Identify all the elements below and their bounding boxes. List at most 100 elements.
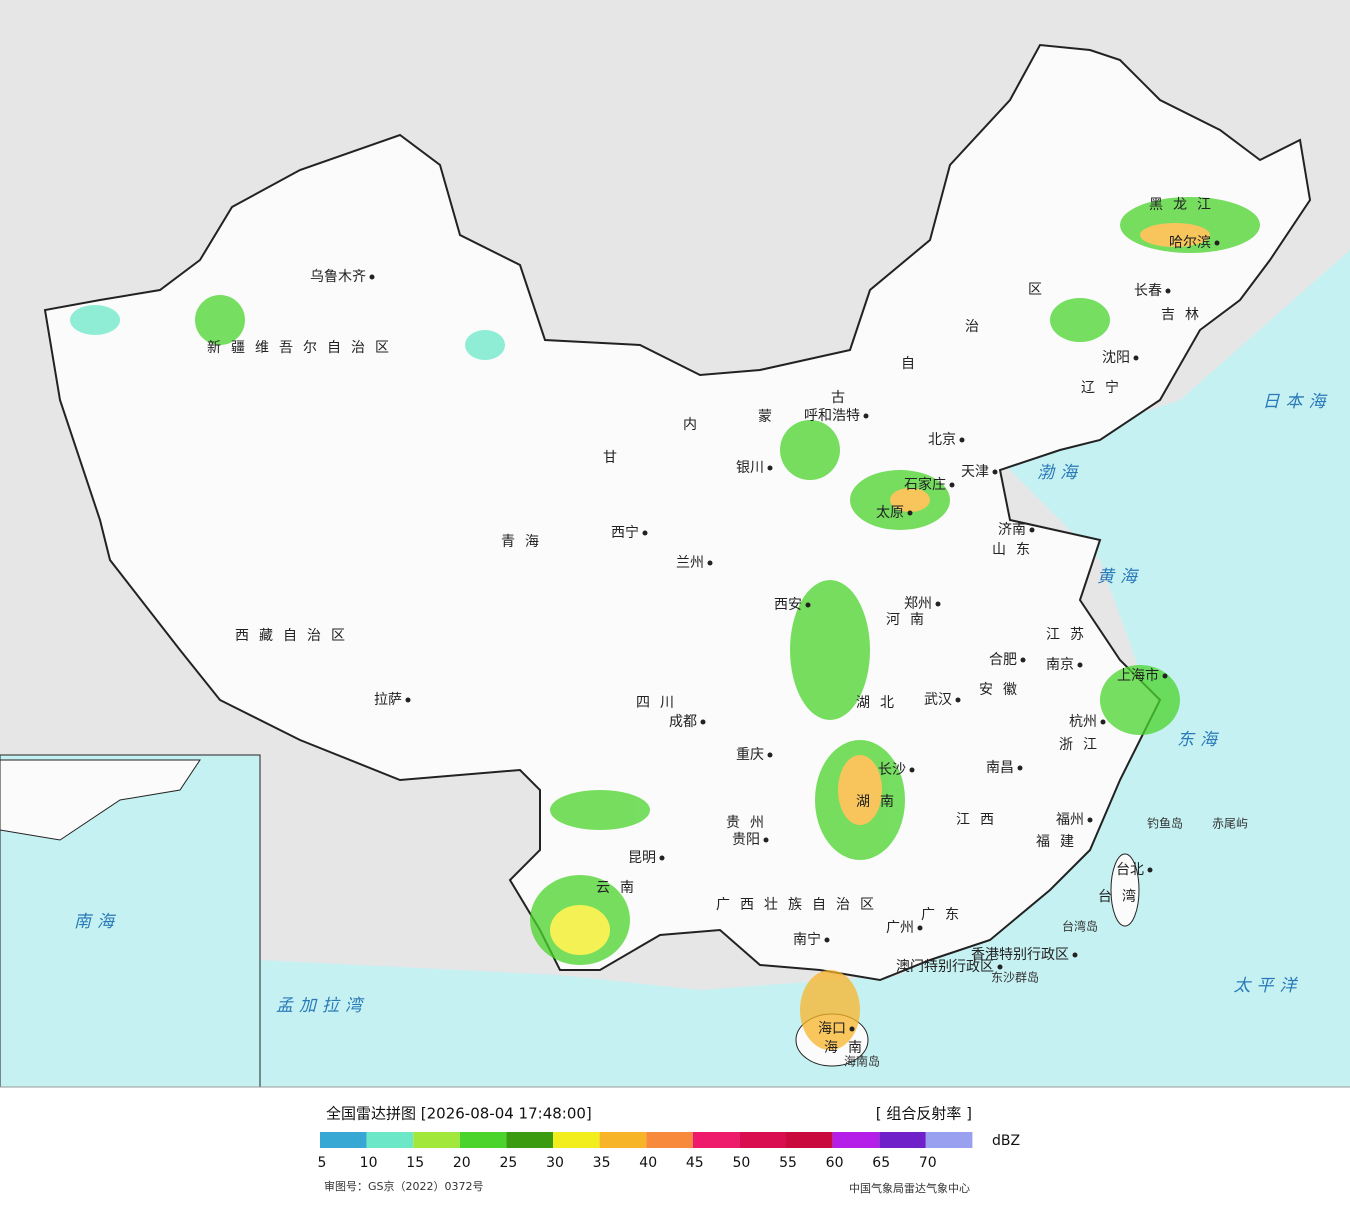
city-dot <box>405 697 411 703</box>
sea-label: 东海 <box>1177 730 1223 750</box>
island-label: 海南岛 <box>844 1054 880 1069</box>
city-dot <box>949 482 955 488</box>
legend-swatch <box>879 1132 926 1148</box>
place-label: 新疆维吾尔自治区 <box>207 340 399 356</box>
legend-tick-label: 35 <box>593 1155 611 1171</box>
place-label: 沈阳 <box>1102 350 1130 366</box>
echo <box>1100 665 1180 735</box>
sea-label: 太平洋 <box>1234 976 1303 996</box>
legend-tick-label: 10 <box>360 1155 378 1171</box>
city-dot <box>763 837 769 843</box>
city-dot <box>1147 867 1153 873</box>
place-label: 重庆 <box>736 747 764 763</box>
place-label: 古 <box>831 390 845 406</box>
place-label: 台北 <box>1116 862 1144 878</box>
city-dot <box>935 601 941 607</box>
place-label: 自 <box>901 356 915 372</box>
place-label: 哈尔滨 <box>1169 235 1211 251</box>
place-label: 辽宁 <box>1081 379 1129 396</box>
inset-land <box>0 759 201 841</box>
place-label: 广州 <box>886 920 914 936</box>
place-label: 长春 <box>1134 283 1162 299</box>
echo <box>195 295 245 345</box>
place-label: 台湾 <box>1098 888 1146 905</box>
echo <box>550 790 650 830</box>
legend-swatch <box>925 1132 973 1148</box>
place-label: 黑龙江 <box>1149 197 1221 213</box>
place-label: 山东 <box>992 542 1040 558</box>
legend-swatch <box>692 1132 740 1148</box>
place-label: 福州 <box>1056 812 1084 828</box>
place-label: 江西 <box>956 812 1004 828</box>
city-dot <box>659 855 665 861</box>
city-dot <box>1133 355 1139 361</box>
city-dot <box>1017 765 1023 771</box>
place-label: 拉萨 <box>374 692 402 708</box>
echo <box>550 905 610 955</box>
place-label: 吉林 <box>1161 307 1209 323</box>
place-label: 西宁 <box>611 524 639 541</box>
legend-tick-label: 30 <box>546 1155 564 1171</box>
city-dot <box>824 937 830 943</box>
sea <box>260 250 1350 1087</box>
echo <box>465 330 505 360</box>
echo <box>70 305 120 335</box>
place-label: 西藏自治区 <box>235 628 355 644</box>
city-dot <box>1162 673 1168 679</box>
place-label: 四川 <box>636 695 684 711</box>
legend-tick-label: 40 <box>639 1155 657 1171</box>
legend-tick-label: 25 <box>499 1155 517 1171</box>
place-label: 上海市 <box>1117 667 1159 684</box>
city-dot <box>1077 662 1083 668</box>
place-label: 呼和浩特 <box>804 408 860 424</box>
place-label: 区 <box>1028 282 1042 298</box>
legend-tick-label: 5 <box>318 1155 327 1171</box>
sea-label: 渤海 <box>1037 463 1083 483</box>
place-label: 南京 <box>1046 657 1074 673</box>
place-label: 甘 <box>603 450 617 466</box>
echo <box>790 580 870 720</box>
city-dot <box>1087 817 1093 823</box>
place-label: 合肥 <box>989 652 1017 668</box>
place-label: 香港特别行政区 <box>971 947 1069 963</box>
place-label: 济南 <box>998 522 1026 538</box>
legend-tick-label: 50 <box>732 1155 750 1171</box>
echo <box>838 755 882 825</box>
city-dot <box>849 1026 855 1032</box>
place-label: 浙江 <box>1059 737 1107 753</box>
taiwan <box>1110 853 1140 927</box>
place-label: 石家庄 <box>904 476 946 493</box>
legend-swatch <box>599 1132 647 1148</box>
city-dot <box>907 510 913 516</box>
radar-echoes <box>70 197 1260 1050</box>
city-dot <box>1214 240 1220 246</box>
city-dot <box>1072 952 1078 958</box>
city-dot <box>642 530 648 536</box>
data-source: 中国气象局雷达气象中心 <box>849 1181 970 1195</box>
legend-title: 全国雷达拼图 [2026-08-04 17:48:00] <box>326 1105 592 1123</box>
city-dot <box>917 925 923 931</box>
legend-tick-label: 65 <box>872 1155 890 1171</box>
legend-tick-label: 20 <box>453 1155 471 1171</box>
place-label: 兰州 <box>676 555 704 571</box>
place-label: 福建 <box>1036 834 1084 850</box>
city-dot <box>1165 288 1171 294</box>
place-label: 昆明 <box>628 850 656 866</box>
place-label: 南昌 <box>986 760 1014 776</box>
echo <box>800 970 860 1050</box>
echo <box>1050 298 1110 342</box>
place-label: 内 <box>683 417 697 433</box>
place-label: 郑州 <box>904 596 932 612</box>
legend-tick-label: 60 <box>826 1155 844 1171</box>
place-label: 北京 <box>928 432 956 448</box>
place-label: 杭州 <box>1069 714 1097 730</box>
legend-tick-label: 45 <box>686 1155 704 1171</box>
place-label: 南宁 <box>793 931 821 948</box>
place-label: 河南 <box>886 612 934 628</box>
place-label: 江苏 <box>1046 627 1094 643</box>
place-label: 成都 <box>669 714 697 730</box>
city-dot <box>767 465 773 471</box>
place-label: 治 <box>965 319 979 335</box>
legend-swatch <box>366 1132 414 1148</box>
